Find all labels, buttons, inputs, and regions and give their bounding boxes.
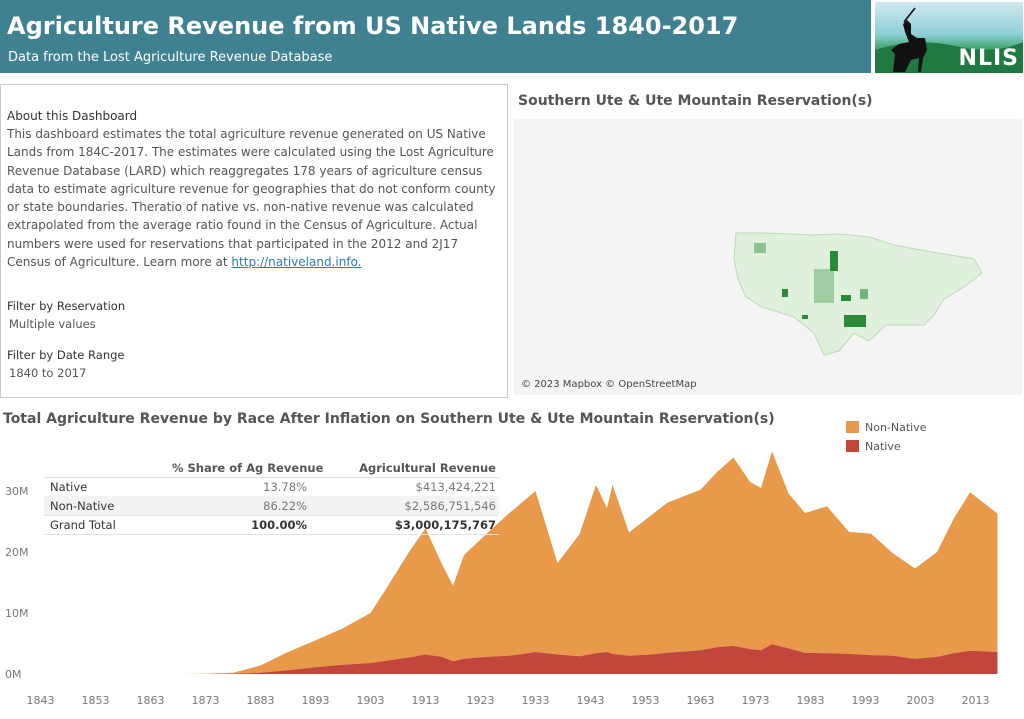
x-tick-label: 1933 [522,694,550,707]
row-label: Native [50,480,88,494]
row-label: Non-Native [50,499,115,513]
rider-silhouette-icon [875,7,1023,73]
table-row: Non-Native 86.22% $2,586,751,546 [44,496,499,516]
legend-label-native: Native [865,440,901,453]
table-row: Native 13.78% $413,424,221 [44,477,499,497]
map-credit: © 2023 Mapbox © OpenStreetMap [521,379,697,390]
about-title: About this Dashboard [7,109,138,123]
y-tick-label: 0M [5,668,22,681]
x-tick-label: 1853 [82,694,110,707]
logo-text: NLIS [958,46,1019,71]
x-tick-label: 1843 [27,694,55,707]
about-text: This dashboard estimates the total agric… [7,125,503,271]
legend-native[interactable]: Native [846,440,901,453]
area-native[interactable] [95,644,998,674]
filter-reservation-value[interactable]: Multiple values [9,317,96,331]
area-non-native[interactable] [95,451,998,674]
header-share: % Share of Ag Revenue [172,461,324,475]
x-tick-label: 1983 [797,694,825,707]
about-body: This dashboard estimates the total agric… [7,127,496,270]
y-tick-label: 10M [5,607,29,620]
x-tick-label: 1883 [247,694,275,707]
filter-date-value[interactable]: 1840 to 2017 [9,366,87,380]
x-tick-label: 1873 [192,694,220,707]
row-revenue: $3,000,175,767 [394,518,496,532]
row-revenue: $413,424,221 [415,480,496,494]
dashboard-subtitle: Data from the Lost Agriculture Revenue D… [8,50,333,65]
legend-non-native[interactable]: Non-Native [846,421,927,434]
table-header-row: % Share of Ag Revenue Agricultural Reven… [44,458,499,478]
x-tick-label: 1943 [577,694,605,707]
map-title: Southern Ute & Ute Mountain Reservation(… [518,93,873,109]
row-share: 86.22% [263,499,307,513]
us-map-icon [733,232,983,356]
row-label: Grand Total [50,518,116,532]
x-tick-label: 1913 [412,694,440,707]
chart-title: Total Agriculture Revenue by Race After … [3,411,775,427]
table-row: Grand Total 100.00% $3,000,175,767 [44,515,499,535]
header-revenue: Agricultural Revenue [359,461,496,475]
reservation-map[interactable] [514,119,1022,395]
filter-reservation-label: Filter by Reservation [7,299,126,313]
x-tick-label: 2003 [907,694,935,707]
revenue-area-chart[interactable]: 0M 10M 20M 30M 1843 1853 1863 1873 1883 1893 1903… [0,440,1024,719]
row-revenue: $2,586,751,546 [404,499,496,513]
filter-date-label: Filter by Date Range [7,348,125,362]
legend-swatch-native [846,440,859,452]
dashboard-header: Agriculture Revenue from US Native Lands… [0,0,871,73]
nativeland-link[interactable]: http://nativeland.info. [231,255,362,270]
row-share: 100.00% [251,518,307,532]
legend-label-non-native: Non-Native [865,421,927,434]
x-tick-label: 1893 [302,694,330,707]
legend-swatch-non-native [846,421,859,433]
y-tick-label: 30M [5,485,29,498]
x-tick-label: 1863 [137,694,165,707]
dashboard-title: Agriculture Revenue from US Native Lands… [7,12,739,40]
row-share: 13.78% [263,480,307,494]
x-tick-label: 1953 [632,694,660,707]
x-tick-label: 1903 [357,694,385,707]
x-tick-label: 1963 [687,694,715,707]
x-tick-label: 1923 [467,694,495,707]
x-tick-label: 2013 [962,694,990,707]
x-tick-label: 1973 [742,694,770,707]
nlis-logo: NLIS [875,2,1023,73]
about-panel: About this Dashboard This dashboard esti… [0,84,508,398]
x-tick-label: 1993 [852,694,880,707]
y-tick-label: 20M [5,546,29,559]
